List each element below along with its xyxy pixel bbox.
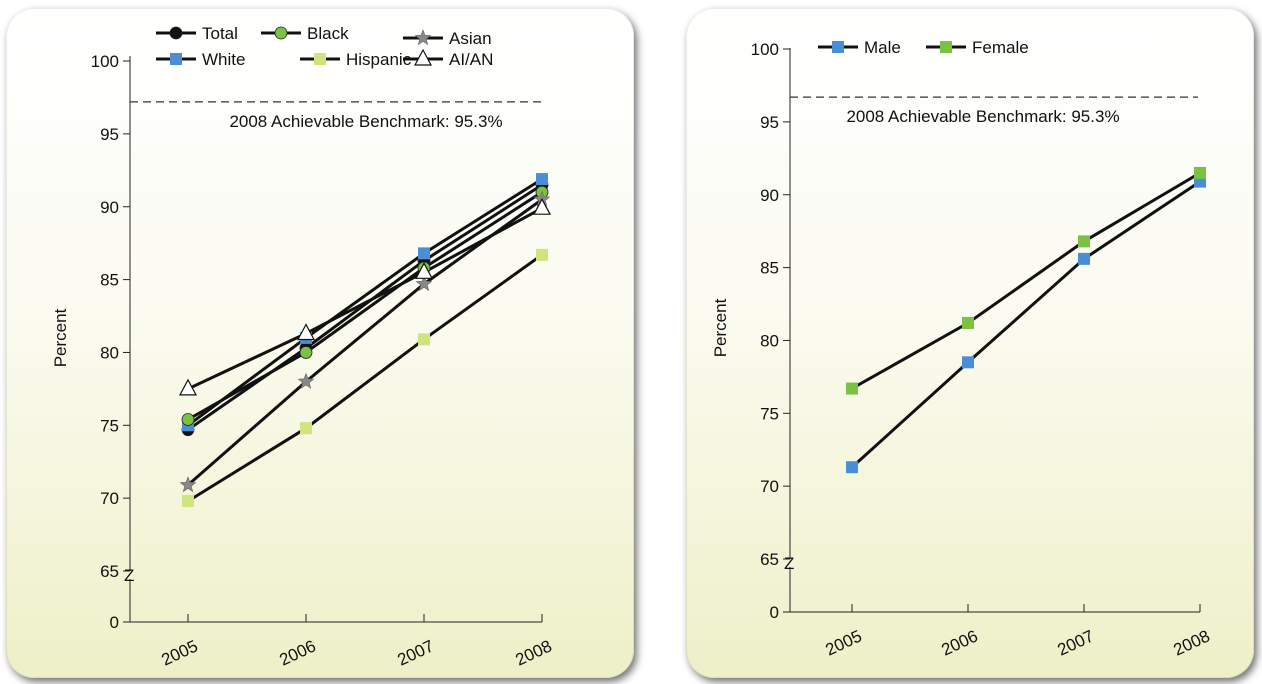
data-point-female bbox=[962, 316, 974, 329]
data-point-ai-an bbox=[533, 197, 551, 215]
axis-break-symbol: Z bbox=[784, 554, 794, 573]
data-point-ai-an bbox=[415, 262, 433, 279]
data-point-male bbox=[1078, 252, 1090, 265]
chart-panel-left: 0 65 70 75 80 85 90 95 100 Z Percent 2005 2006 2007 20… bbox=[6, 8, 634, 678]
legend-label: Hispanic bbox=[346, 50, 412, 69]
series-markers-male bbox=[846, 175, 1206, 474]
data-point-ai-an bbox=[297, 323, 315, 341]
axis-break-symbol: Z bbox=[124, 566, 134, 585]
data-point-female bbox=[1194, 166, 1206, 179]
legend-marker-black bbox=[274, 26, 288, 40]
data-point-asian bbox=[415, 275, 433, 292]
series-line-female bbox=[851, 171, 1201, 390]
benchmark-label: 2008 Achievable Benchmark: 95.3% bbox=[846, 107, 1119, 126]
series-line-ai-an bbox=[187, 206, 543, 391]
y-tick-label: 70 bbox=[100, 489, 119, 508]
legend-label: Total bbox=[202, 24, 238, 43]
legend-label: Black bbox=[307, 24, 349, 43]
y-tick-label: 100 bbox=[91, 52, 119, 71]
y-tick-label: 85 bbox=[760, 259, 779, 278]
x-tick-label: 2006 bbox=[939, 626, 981, 659]
data-point-female bbox=[846, 382, 858, 395]
y-tick-label: 100 bbox=[751, 40, 779, 59]
data-point-male bbox=[846, 461, 858, 474]
y-tick-label: 80 bbox=[760, 331, 779, 350]
y-tick-label: 85 bbox=[100, 271, 119, 290]
legend-item-male: Male bbox=[818, 38, 901, 57]
y-tick-label: 90 bbox=[760, 186, 779, 205]
legend-marker-male bbox=[832, 41, 844, 53]
data-point-female bbox=[1078, 235, 1090, 248]
data-point-ai-an bbox=[179, 378, 197, 396]
legend-label: Male bbox=[864, 38, 901, 57]
line-chart-by-race: 0 65 70 75 80 85 90 95 100 Z Percent 2005 2006 2007 20… bbox=[51, 24, 555, 670]
x-tick-label: 2008 bbox=[513, 636, 555, 669]
y-axis-label: Percent bbox=[711, 298, 730, 357]
legend-label: AI/AN bbox=[449, 50, 493, 69]
x-tick-label: 2007 bbox=[395, 636, 437, 669]
data-point-hispanic bbox=[418, 333, 430, 346]
series-line-white bbox=[187, 177, 543, 427]
y-tick-label: 95 bbox=[760, 113, 779, 132]
series-markers-asian bbox=[179, 190, 551, 493]
line-chart-by-sex: 0 65 70 75 80 85 90 95 100 Z Percent 2005 2006 2007 20… bbox=[711, 38, 1213, 660]
legend-marker-female bbox=[940, 41, 952, 53]
data-point-black bbox=[181, 413, 195, 426]
x-tick-label: 2007 bbox=[1055, 626, 1097, 659]
data-point-male bbox=[962, 356, 974, 369]
data-point-white bbox=[536, 173, 548, 186]
x-tick-label: 2005 bbox=[823, 626, 865, 659]
legend-label: Asian bbox=[449, 29, 492, 48]
y-tick-label: 75 bbox=[100, 416, 119, 435]
legend-marker-asian bbox=[414, 29, 432, 46]
data-point-asian bbox=[179, 476, 197, 493]
y-tick-label: 80 bbox=[100, 343, 119, 362]
legend-marker-white bbox=[170, 53, 182, 65]
data-point-hispanic bbox=[182, 495, 194, 508]
legend-item-total: Total bbox=[156, 24, 238, 43]
data-point-hispanic bbox=[300, 422, 312, 435]
legend-item-hispanic: Hispanic bbox=[300, 50, 412, 69]
x-tick-label: 2005 bbox=[159, 636, 201, 669]
y-axis-label: Percent bbox=[51, 308, 70, 367]
legend-label: White bbox=[202, 50, 245, 69]
legend-marker-ai-an bbox=[414, 48, 432, 66]
series-line-asian bbox=[187, 198, 543, 487]
y-tick-label: 90 bbox=[100, 198, 119, 217]
legend-item-asian: Asian bbox=[403, 29, 492, 48]
data-point-black bbox=[299, 346, 313, 359]
data-point-asian bbox=[297, 372, 315, 389]
data-point-hispanic bbox=[536, 248, 548, 261]
y-tick-label: 0 bbox=[770, 603, 779, 622]
y-tick-label: 65 bbox=[760, 550, 779, 569]
legend-marker-total bbox=[169, 26, 183, 40]
x-tick-label: 2006 bbox=[277, 636, 319, 669]
y-tick-label: 0 bbox=[110, 613, 119, 632]
legend-marker-hispanic bbox=[314, 53, 326, 65]
series-line-total bbox=[187, 183, 543, 431]
benchmark-label: 2008 Achievable Benchmark: 95.3% bbox=[229, 112, 502, 131]
legend-label: Female bbox=[972, 38, 1029, 57]
y-tick-label: 75 bbox=[760, 404, 779, 423]
legend-item-black: Black bbox=[261, 24, 349, 43]
chart-panel-right: 0 65 70 75 80 85 90 95 100 Z Percent 2005 2006 2007 20… bbox=[686, 8, 1254, 678]
legend-item-ai-an: AI/AN bbox=[403, 48, 493, 69]
series-markers-ai-an bbox=[179, 197, 551, 396]
y-tick-label: 70 bbox=[760, 477, 779, 496]
data-point-white bbox=[418, 247, 430, 260]
series-markers-female bbox=[846, 166, 1206, 395]
legend-item-white: White bbox=[156, 50, 245, 69]
series-markers-hispanic bbox=[182, 248, 548, 508]
y-tick-label: 95 bbox=[100, 125, 119, 144]
y-tick-label: 65 bbox=[100, 562, 119, 581]
series-line-hispanic bbox=[187, 253, 543, 503]
legend-item-female: Female bbox=[926, 38, 1029, 57]
series-line-black bbox=[187, 190, 543, 421]
series-line-male bbox=[850, 180, 1201, 469]
x-tick-label: 2008 bbox=[1171, 626, 1213, 659]
